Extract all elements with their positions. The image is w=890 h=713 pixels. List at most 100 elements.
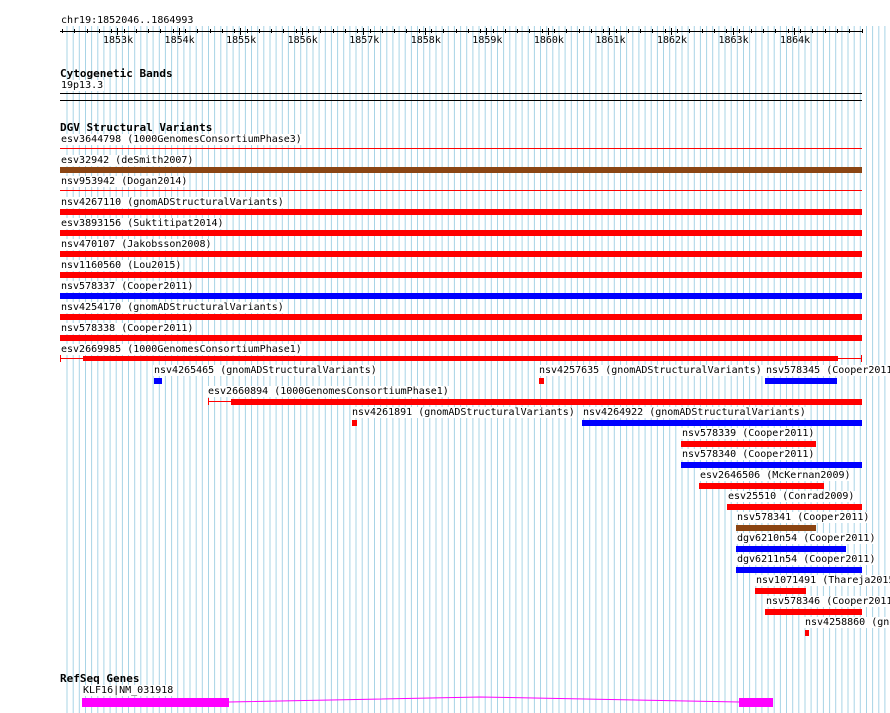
dgv-variant-label[interactable]: nsv4264922 (gnomADStructuralVariants) [582, 407, 807, 418]
ruler-minor-tick [836, 29, 838, 33]
dgv-variant-bar[interactable] [60, 335, 862, 341]
dgv-variant-label[interactable]: nsv578341 (Cooper2011) [736, 512, 871, 523]
ruler-tick-label: 1854k [164, 35, 195, 46]
cytoband-label: 19p13.3 [60, 80, 105, 91]
ruler-minor-tick [221, 29, 223, 33]
ruler-tick-label: 1860k [533, 35, 564, 46]
dgv-variant-label[interactable]: nsv4258860 (gno [804, 617, 890, 628]
dgv-variant-bar[interactable] [83, 356, 838, 361]
ruler-minor-tick [295, 29, 297, 33]
ruler-minor-tick [418, 29, 420, 33]
ruler-tick-label: 1855k [226, 35, 257, 46]
cytoband-bar-top [60, 93, 862, 94]
dgv-variant-bar[interactable] [231, 399, 862, 405]
dgv-variant-bar[interactable] [60, 251, 862, 257]
dgv-variant-bar[interactable] [60, 209, 862, 215]
ruler[interactable]: 1853k 1854k 1855k 1856k 1857k 1858k 1859k 1860k… [60, 26, 863, 48]
dgv-variant-bar[interactable] [352, 420, 357, 426]
dgv-variant-label[interactable]: nsv470107 (Jakobsson2008) [60, 239, 213, 250]
dgv-variant-label[interactable]: nsv578337 (Cooper2011) [60, 281, 195, 292]
dgv-variant-label[interactable]: esv32942 (deSmith2007) [60, 155, 195, 166]
dgv-variant-label[interactable]: nsv578338 (Cooper2011) [60, 323, 195, 334]
gene-intron-line [228, 696, 740, 703]
ruler-minor-tick [492, 29, 494, 33]
ruler-minor-tick [344, 29, 346, 33]
dgv-variant-bar[interactable] [60, 272, 862, 278]
dgv-variant-label[interactable]: nsv578339 (Cooper2011) [681, 428, 816, 439]
dgv-variant-bar[interactable] [727, 504, 862, 510]
dgv-variant-bar[interactable] [736, 567, 862, 573]
dgv-variant-label[interactable]: nsv953942 (Dogan2014) [60, 176, 189, 187]
ruler-minor-tick [172, 29, 174, 33]
dgv-variant-bar[interactable] [60, 167, 862, 173]
ruler-tick [609, 28, 611, 35]
ruler-tick [670, 28, 672, 35]
ruler-minor-tick [320, 29, 322, 33]
ruler-tick [794, 28, 796, 35]
ruler-tick [117, 28, 118, 35]
refseq-track-title: RefSeq Genes [60, 672, 140, 685]
dgv-variant-bar[interactable] [681, 462, 862, 468]
dgv-variant-label[interactable]: dgv6210n54 (Cooper2011) [736, 533, 877, 544]
ruler-minor-tick [689, 29, 691, 33]
dgv-variant-bar[interactable] [805, 630, 809, 636]
ruler-minor-tick [98, 29, 100, 33]
dgv-variant-bar[interactable] [60, 314, 862, 320]
ruler-tick-label: 1861k [595, 35, 626, 46]
dgv-variant-bar[interactable] [539, 378, 544, 384]
dgv-variant-label[interactable]: esv2669985 (1000GenomesConsortiumPhase1) [60, 344, 303, 355]
dgv-variant-bar[interactable] [60, 230, 862, 236]
refseq-gene-label[interactable]: KLF16|NM_031918 [82, 685, 175, 696]
ruler-minor-tick [197, 29, 199, 33]
ruler-minor-tick [246, 29, 248, 33]
dgv-variant-bar[interactable] [582, 420, 862, 426]
dgv-variant-bar[interactable] [699, 483, 824, 489]
dgv-variant-label[interactable]: esv2660894 (1000GenomesConsortiumPhase1) [207, 386, 450, 397]
dgv-variant-bar[interactable] [60, 293, 862, 299]
ruler-tick-label: 1859k [472, 35, 503, 46]
ruler-minor-tick [750, 29, 752, 33]
ruler-minor-tick [578, 29, 580, 33]
ruler-minor-tick [185, 29, 186, 33]
dgv-variant-bar[interactable] [736, 546, 846, 552]
ruler-tick-label: 1856k [287, 35, 318, 46]
dgv-variant-bar[interactable] [765, 609, 862, 615]
ruler-minor-tick [443, 29, 445, 33]
dgv-variant-label[interactable]: nsv4261891 (gnomADStructuralVariants) [351, 407, 576, 418]
refseq-gene-model[interactable] [0, 695, 890, 713]
dgv-variant-bar[interactable] [60, 190, 862, 191]
ruler-minor-tick [640, 29, 642, 33]
dgv-variant-bar[interactable] [765, 378, 837, 384]
ruler-minor-tick [480, 29, 482, 33]
ruler-tick-label: 1862k [656, 35, 688, 46]
dgv-variant-bar[interactable] [736, 525, 816, 531]
dgv-variant-bar[interactable] [60, 148, 862, 149]
dgv-variant-label[interactable]: nsv578346 (Cooper2011 [765, 596, 890, 607]
dgv-variant-bar[interactable] [681, 441, 816, 447]
dgv-variant-label[interactable]: nsv4265465 (gnomADStructuralVariants) [153, 365, 378, 376]
dgv-variant-label[interactable]: esv3644798 (1000GenomesConsortiumPhase3) [60, 134, 303, 145]
dgv-variant-label[interactable]: esv3893156 (Suktitipat2014) [60, 218, 225, 229]
ruler-minor-tick [234, 29, 236, 33]
ruler-minor-tick [135, 29, 137, 33]
dgv-variant-label[interactable]: nsv4257635 (gnomADStructuralVariants) [538, 365, 763, 376]
dgv-variant-end-cap [60, 355, 61, 362]
ruler-minor-tick [738, 29, 740, 33]
dgv-variant-label[interactable]: nsv1071491 (Thareja2015 [755, 575, 890, 586]
ruler-minor-tick [824, 29, 826, 33]
ruler-minor-tick [554, 29, 555, 33]
dgv-variant-end-cap [861, 355, 862, 362]
cytoband-bar-bottom [60, 100, 862, 101]
dgv-variant-bar[interactable] [755, 588, 806, 594]
dgv-variant-label[interactable]: nsv578345 (Cooper2011) [765, 365, 890, 376]
dgv-variant-label[interactable]: esv25510 (Conrad2009) [727, 491, 856, 502]
dgv-variant-label[interactable]: nsv578340 (Cooper2011) [681, 449, 816, 460]
ruler-minor-tick [726, 29, 728, 33]
dgv-variant-bar[interactable] [154, 378, 162, 384]
dgv-variant-label[interactable]: nsv1160560 (Lou2015) [60, 260, 183, 271]
dgv-variant-label[interactable]: nsv4267110 (gnomADStructuralVariants) [60, 197, 285, 208]
dgv-variant-label[interactable]: esv2646506 (McKernan2009) [699, 470, 852, 481]
dgv-variant-label[interactable]: dgv6211n54 (Cooper2011) [736, 554, 877, 565]
dgv-variant-label[interactable]: nsv4254170 (gnomADStructuralVariants) [60, 302, 285, 313]
ruler-minor-tick [677, 29, 678, 33]
